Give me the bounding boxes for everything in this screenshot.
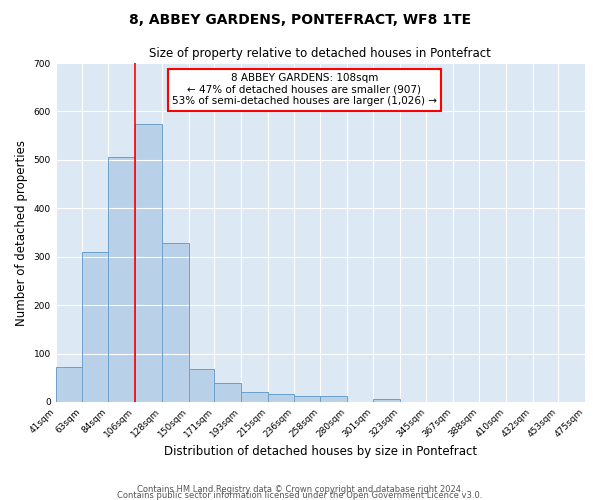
Text: 8 ABBEY GARDENS: 108sqm
← 47% of detached houses are smaller (907)
53% of semi-d: 8 ABBEY GARDENS: 108sqm ← 47% of detache… [172,73,437,106]
Y-axis label: Number of detached properties: Number of detached properties [15,140,28,326]
X-axis label: Distribution of detached houses by size in Pontefract: Distribution of detached houses by size … [164,444,477,458]
Text: 8, ABBEY GARDENS, PONTEFRACT, WF8 1TE: 8, ABBEY GARDENS, PONTEFRACT, WF8 1TE [129,12,471,26]
Title: Size of property relative to detached houses in Pontefract: Size of property relative to detached ho… [149,48,491,60]
Text: Contains public sector information licensed under the Open Government Licence v3: Contains public sector information licen… [118,490,482,500]
Text: Contains HM Land Registry data © Crown copyright and database right 2024.: Contains HM Land Registry data © Crown c… [137,484,463,494]
